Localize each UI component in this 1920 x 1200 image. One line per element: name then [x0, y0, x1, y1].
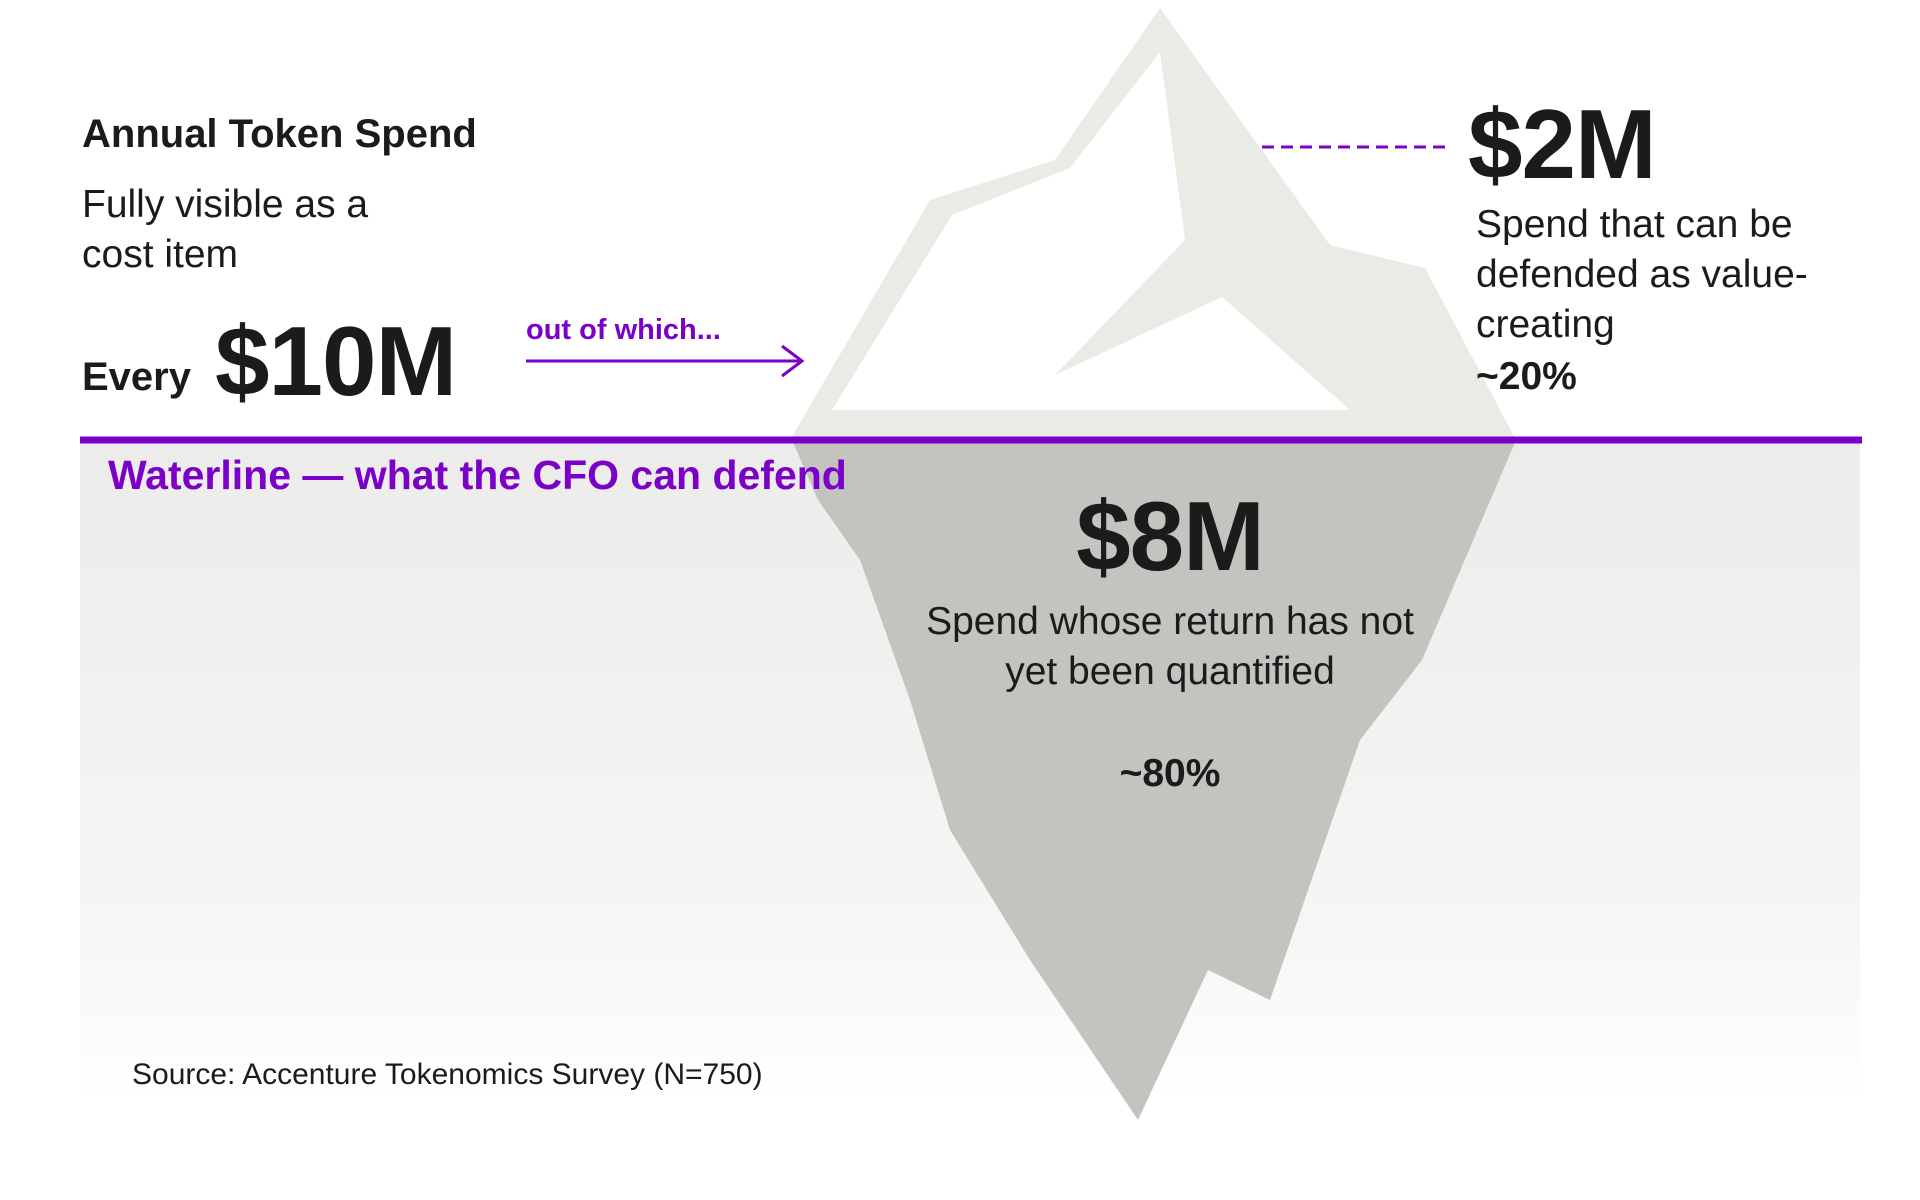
subtitle: Fully visible as a cost item [82, 183, 369, 276]
chart-title: Annual Token Spend [82, 112, 477, 156]
below-water-value: $8M [1076, 481, 1265, 591]
total-value: $10M [215, 306, 457, 416]
waterline-label: Waterline — what the CFO can defend [108, 452, 847, 498]
above-water-value: $2M [1468, 89, 1657, 199]
above-water-share: ~20% [1476, 355, 1577, 398]
arrow-right-icon [781, 344, 805, 378]
below-water-share: ~80% [1119, 752, 1221, 795]
iceberg-tip-facet-left [832, 52, 1350, 410]
below-water-description: Spend whose return has not yet been quan… [926, 600, 1414, 693]
above-water-description: Spend that can be defended as value-crea… [1476, 203, 1808, 346]
pointer-label: out of which... [526, 314, 721, 346]
source-note: Source: Accenture Tokenomics Survey (N=7… [132, 1058, 763, 1091]
iceberg-submerged [792, 440, 1516, 1120]
total-prefix: Every [82, 355, 191, 399]
